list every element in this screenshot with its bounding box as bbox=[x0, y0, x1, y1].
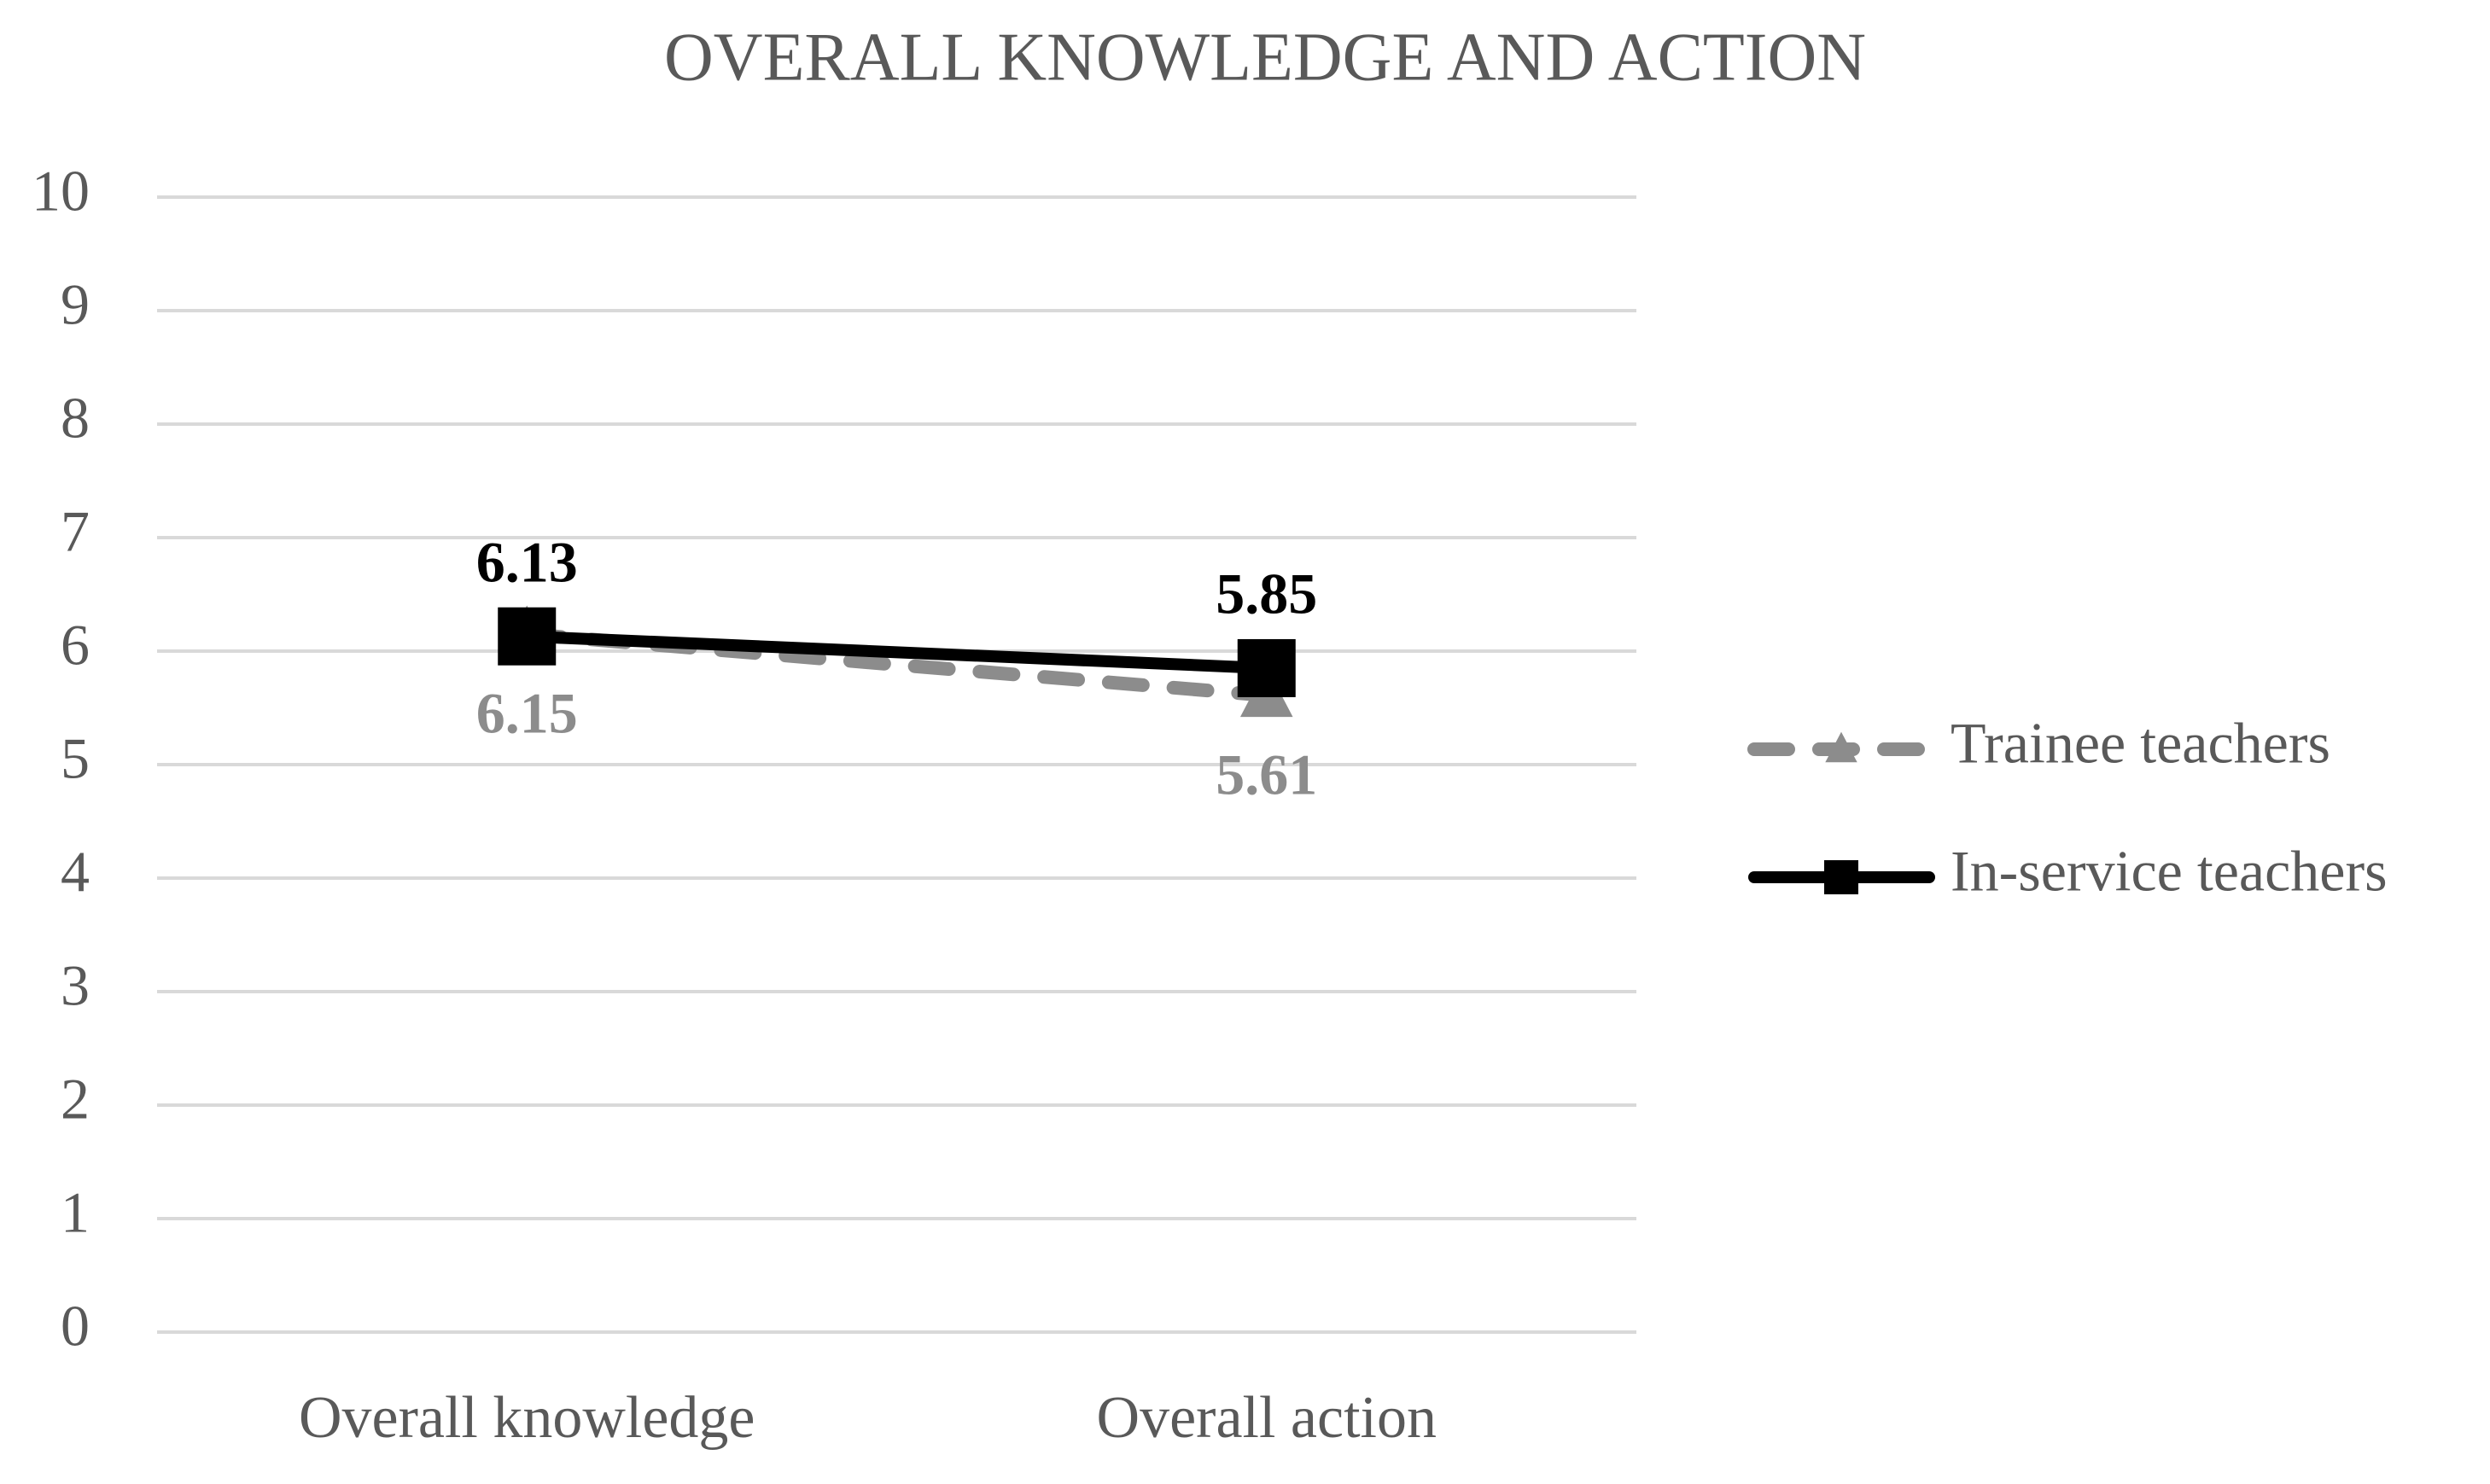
y-tick-label: 0 bbox=[61, 1294, 90, 1359]
marker bbox=[1825, 731, 1857, 763]
marker bbox=[498, 607, 557, 666]
y-tick-label: 10 bbox=[32, 159, 90, 224]
data-label: 5.61 bbox=[1216, 742, 1317, 806]
data-label: 5.85 bbox=[1216, 562, 1317, 626]
y-tick-label: 3 bbox=[61, 953, 90, 1018]
chart-title: OVERALL KNOWLEDGE AND ACTION bbox=[664, 20, 1866, 95]
y-tick-label: 7 bbox=[61, 499, 90, 564]
x-tick-label: Overall knowledge bbox=[299, 1385, 755, 1451]
data-label: 6.13 bbox=[476, 529, 578, 594]
series-line bbox=[521, 630, 1273, 674]
legend-label: In-service teachers bbox=[1951, 839, 2388, 904]
marker bbox=[1237, 638, 1296, 697]
data-label: 6.15 bbox=[476, 681, 578, 746]
marker bbox=[1824, 860, 1858, 894]
y-tick-label: 9 bbox=[61, 272, 90, 337]
y-tick-label: 2 bbox=[61, 1067, 90, 1132]
y-tick-label: 6 bbox=[61, 613, 90, 678]
x-tick-label: Overall action bbox=[1097, 1385, 1437, 1451]
y-tick-label: 8 bbox=[61, 386, 90, 451]
y-tick-label: 4 bbox=[61, 840, 90, 905]
y-tick-label: 1 bbox=[61, 1180, 90, 1245]
legend-label: Trainee teachers bbox=[1951, 711, 2330, 776]
y-tick-label: 5 bbox=[61, 726, 90, 791]
